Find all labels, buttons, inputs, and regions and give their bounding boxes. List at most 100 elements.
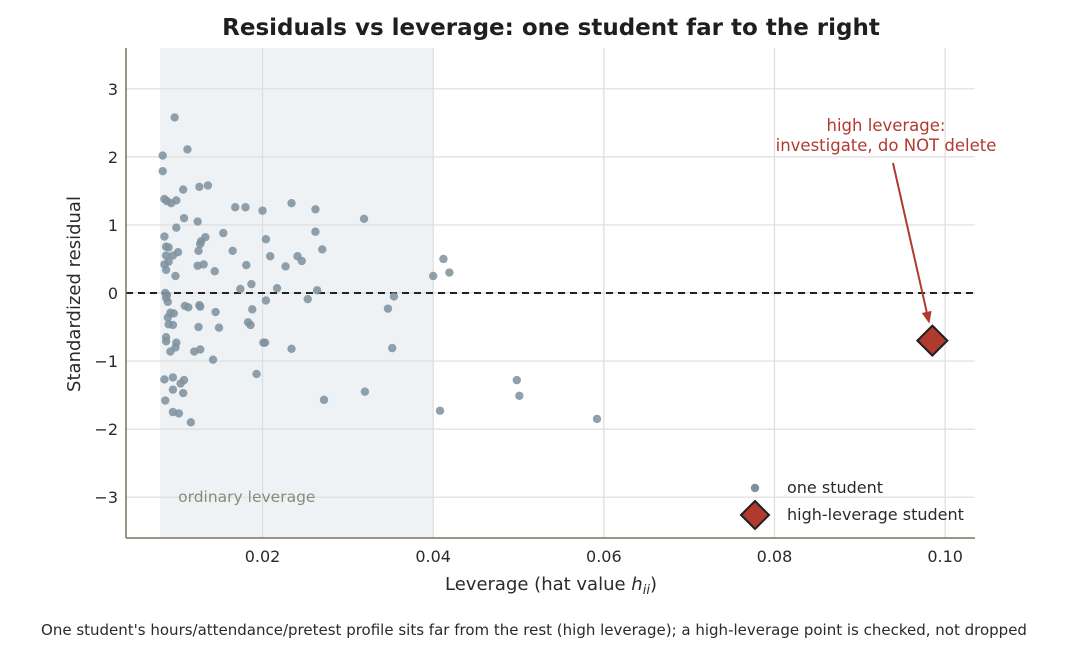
student-point bbox=[439, 254, 448, 264]
student-point bbox=[311, 227, 320, 236]
student-point bbox=[179, 375, 189, 385]
y-tick-label: −2 bbox=[94, 420, 118, 439]
y-tick-label: 2 bbox=[108, 148, 118, 167]
student-point bbox=[163, 313, 173, 322]
student-point bbox=[195, 182, 204, 192]
student-point bbox=[179, 213, 189, 223]
student-point bbox=[208, 355, 218, 364]
student-point bbox=[184, 303, 193, 312]
student-point bbox=[228, 246, 237, 256]
x-axis-label-subscript: ii bbox=[643, 583, 651, 598]
student-point bbox=[359, 214, 369, 224]
student-point bbox=[389, 292, 399, 301]
student-point bbox=[260, 338, 270, 347]
student-point bbox=[272, 284, 282, 293]
student-point bbox=[193, 217, 202, 226]
annotation-line-1: high leverage: bbox=[827, 116, 946, 135]
student-point bbox=[266, 252, 275, 261]
student-points bbox=[158, 113, 602, 427]
student-point bbox=[194, 246, 203, 256]
chart-title: Residuals vs leverage: one student far t… bbox=[222, 15, 880, 41]
student-point bbox=[183, 145, 192, 154]
annotation: high leverage: investigate, do NOT delet… bbox=[776, 116, 997, 324]
student-point bbox=[445, 268, 454, 277]
y-tick-label: 0 bbox=[108, 284, 118, 303]
student-point bbox=[173, 247, 183, 257]
student-point bbox=[214, 323, 224, 332]
x-tick-label: 0.08 bbox=[757, 547, 793, 566]
student-point bbox=[169, 309, 178, 318]
student-point bbox=[248, 305, 257, 314]
diamond-marker-icon bbox=[739, 499, 771, 531]
student-point bbox=[178, 388, 188, 398]
student-point bbox=[236, 284, 245, 294]
student-point bbox=[512, 375, 521, 385]
legend-label-student: one student bbox=[787, 478, 883, 497]
student-point bbox=[160, 232, 169, 241]
y-tick-label: −1 bbox=[94, 352, 118, 371]
grid-lines bbox=[126, 48, 975, 538]
student-point bbox=[174, 409, 184, 418]
x-tick-label: 0.02 bbox=[245, 547, 281, 566]
student-point bbox=[297, 256, 306, 266]
student-point bbox=[383, 304, 393, 313]
student-point bbox=[287, 344, 296, 354]
student-point bbox=[178, 185, 188, 194]
y-tick-label: 1 bbox=[108, 216, 118, 235]
student-point bbox=[252, 369, 261, 379]
student-point bbox=[515, 391, 524, 400]
student-point bbox=[171, 271, 180, 281]
student-point bbox=[261, 235, 271, 244]
student-point bbox=[242, 260, 251, 270]
student-point bbox=[318, 245, 327, 254]
legend-label-high-leverage: high-leverage student bbox=[787, 505, 964, 524]
x-ticks: 0.02 0.04 0.06 0.08 0.10 bbox=[245, 547, 963, 566]
high-leverage-point-marker bbox=[915, 324, 949, 358]
student-point bbox=[196, 302, 205, 311]
student-point bbox=[199, 260, 208, 269]
high-leverage-point bbox=[915, 324, 949, 358]
student-point bbox=[158, 166, 167, 176]
x-axis-label-text: Leverage (hat value bbox=[445, 574, 631, 595]
x-axis-label-close: ) bbox=[650, 574, 657, 595]
legend: one student high-leverage student bbox=[739, 478, 964, 531]
student-point bbox=[211, 307, 220, 317]
student-point bbox=[241, 203, 250, 212]
student-point bbox=[168, 373, 178, 382]
student-point bbox=[303, 294, 312, 304]
student-point bbox=[190, 347, 199, 356]
y-tick-label: 3 bbox=[108, 80, 118, 99]
y-tick-label: −3 bbox=[94, 488, 118, 507]
student-point bbox=[231, 203, 240, 212]
student-point bbox=[258, 206, 267, 215]
student-point bbox=[428, 271, 438, 281]
student-point bbox=[247, 279, 256, 289]
student-point bbox=[161, 265, 171, 275]
student-point bbox=[161, 337, 171, 346]
student-point bbox=[219, 228, 228, 238]
student-point bbox=[281, 262, 290, 271]
student-point bbox=[246, 320, 255, 330]
student-point bbox=[388, 343, 397, 353]
student-point bbox=[210, 267, 219, 276]
student-point bbox=[168, 320, 178, 330]
student-point bbox=[435, 406, 445, 415]
student-point bbox=[261, 296, 271, 305]
student-point bbox=[172, 223, 181, 232]
caption: One student's hours/attendance/pretest p… bbox=[41, 621, 1027, 639]
annotation-arrow bbox=[892, 162, 928, 313]
x-axis-label: Leverage (hat value hii) bbox=[445, 574, 657, 598]
student-point bbox=[161, 396, 170, 405]
annotation-line-2: investigate, do NOT delete bbox=[776, 136, 997, 155]
student-point bbox=[194, 322, 203, 332]
student-point bbox=[166, 347, 175, 356]
x-axis-label-symbol: h bbox=[631, 574, 642, 595]
x-tick-label: 0.04 bbox=[415, 547, 451, 566]
plot-area: ordinary leverage high leverage: investi… bbox=[94, 48, 996, 566]
x-tick-label: 0.06 bbox=[586, 547, 622, 566]
student-point bbox=[319, 395, 329, 405]
circle-marker-icon bbox=[750, 483, 760, 493]
student-point bbox=[172, 196, 181, 205]
student-point bbox=[201, 232, 210, 242]
